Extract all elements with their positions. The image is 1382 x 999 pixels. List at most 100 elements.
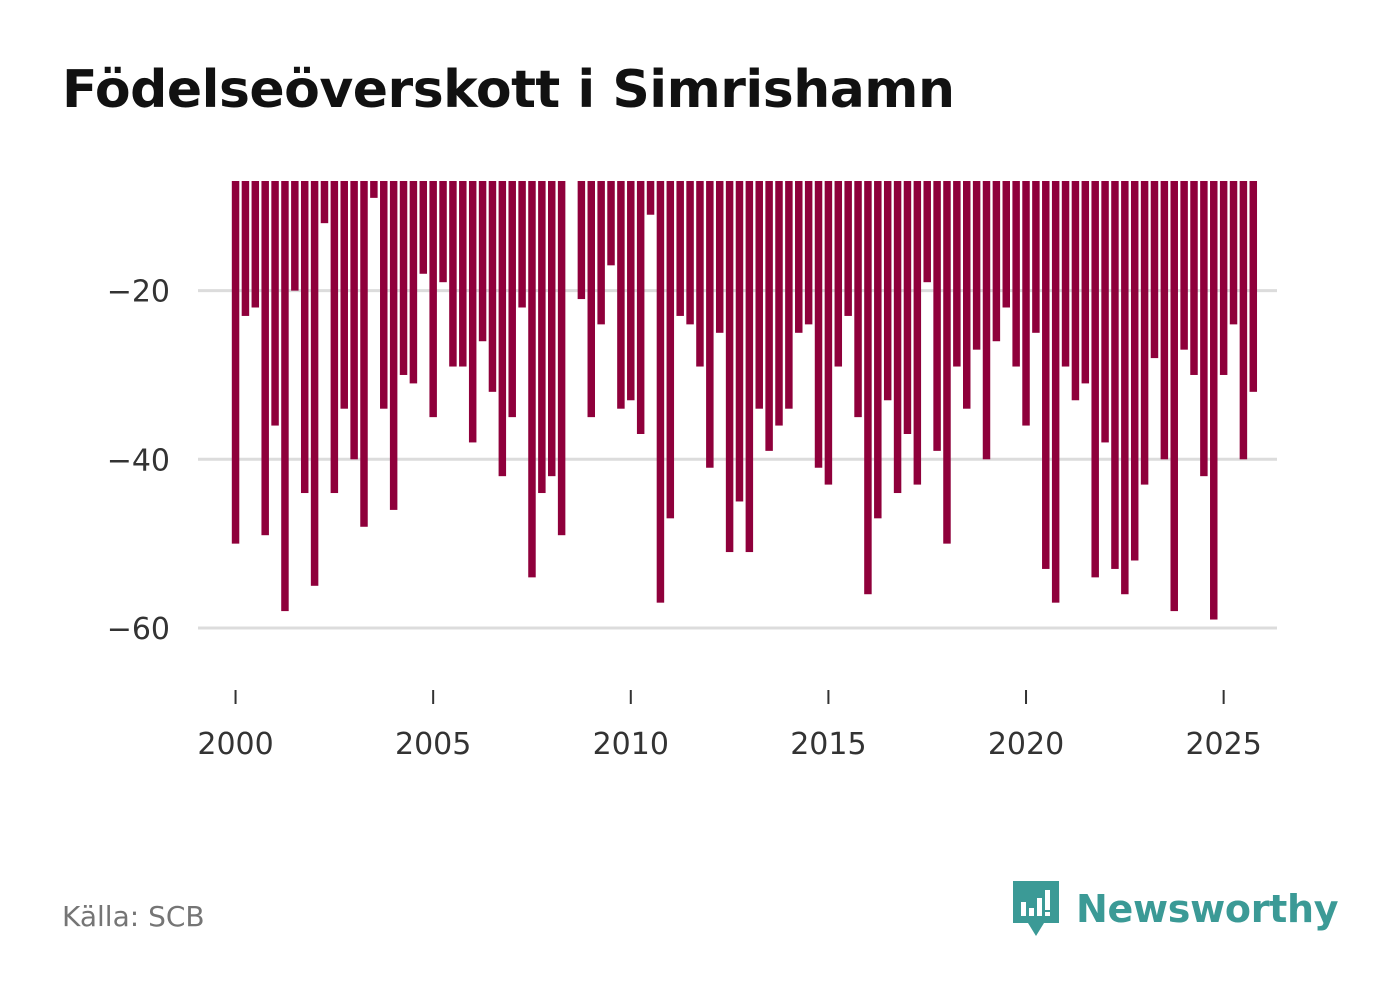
brand-logo: Newsworthy [1010,878,1339,940]
bar [1150,181,1159,359]
bar [538,181,546,494]
bar [933,181,941,451]
bar [1180,181,1188,350]
bar [1219,181,1228,375]
bar [804,181,813,325]
bar [696,181,704,367]
bar [844,181,852,316]
bar [755,181,763,409]
bar [350,181,358,460]
bar [745,181,754,553]
bar [883,181,892,401]
bar [291,181,299,291]
bar [834,181,843,367]
bar [1042,181,1050,569]
x-tick-label: 2025 [1185,727,1261,762]
bar [429,181,437,418]
bar [547,181,556,477]
bar [300,181,309,494]
x-tick-label: 2005 [395,727,471,762]
bar [1130,181,1139,561]
bar [1140,181,1149,485]
bar [231,181,240,544]
bar [261,181,269,536]
bar [913,181,922,485]
bar [1160,181,1169,460]
bar [1071,181,1080,401]
bar [498,181,507,477]
brand-name: Newsworthy [1076,887,1339,931]
bar [488,181,497,392]
bar [1101,181,1109,443]
bar [370,181,378,198]
bar [1081,181,1090,384]
bar [468,181,477,443]
bar [874,181,882,519]
x-tick-label: 2020 [988,727,1064,762]
bar [1022,181,1030,426]
bar [646,181,655,215]
bar [992,181,1001,342]
bar [281,181,289,612]
bar [1061,181,1070,367]
axes: −20 −40 −60 2000 2005 2010 2015 2020 2025 [107,275,1262,762]
bar [775,181,783,426]
bar-series [231,181,1258,620]
bar [923,181,931,283]
bar [1249,181,1258,392]
bar [409,181,418,384]
bar [1032,181,1040,333]
bar [360,181,368,527]
bar [765,181,773,451]
bar [656,181,665,603]
bar [962,181,971,409]
bar [597,181,605,325]
bar [686,181,694,325]
bar [676,181,684,316]
bar [982,181,991,460]
bar [399,181,408,375]
bar [943,181,951,544]
newsworthy-chart-bubble-icon [1013,881,1059,936]
bar [518,181,526,308]
bar [330,181,339,494]
bar [1229,181,1238,325]
bar [459,181,467,367]
bar [735,181,744,502]
x-tick-label: 2000 [197,727,273,762]
y-tick-label: −60 [107,612,170,647]
bar [824,181,833,485]
bar [320,181,329,224]
bar [893,181,902,494]
bar [380,181,388,409]
bar [617,181,625,409]
bar [508,181,516,418]
bar [864,181,872,595]
chart-title: Födelseöverskott i Simrishamn [62,60,955,120]
bar [310,181,319,586]
bar [271,181,279,426]
bar [854,181,862,418]
bar [636,181,645,434]
bar [1002,181,1011,308]
bar [419,181,428,274]
bar [557,181,566,536]
bar [814,181,823,468]
bar [1051,181,1060,603]
bar [577,181,586,300]
bar [528,181,536,578]
x-tick-label: 2015 [790,727,866,762]
bar [972,181,981,350]
bar [449,181,457,367]
bar [1111,181,1119,569]
bar [1121,181,1129,595]
bar [666,181,675,519]
bar [627,181,635,401]
bar [439,181,447,283]
bar [795,181,803,333]
bar [587,181,596,418]
bar [251,181,260,308]
bar [607,181,615,266]
bar [715,181,724,333]
